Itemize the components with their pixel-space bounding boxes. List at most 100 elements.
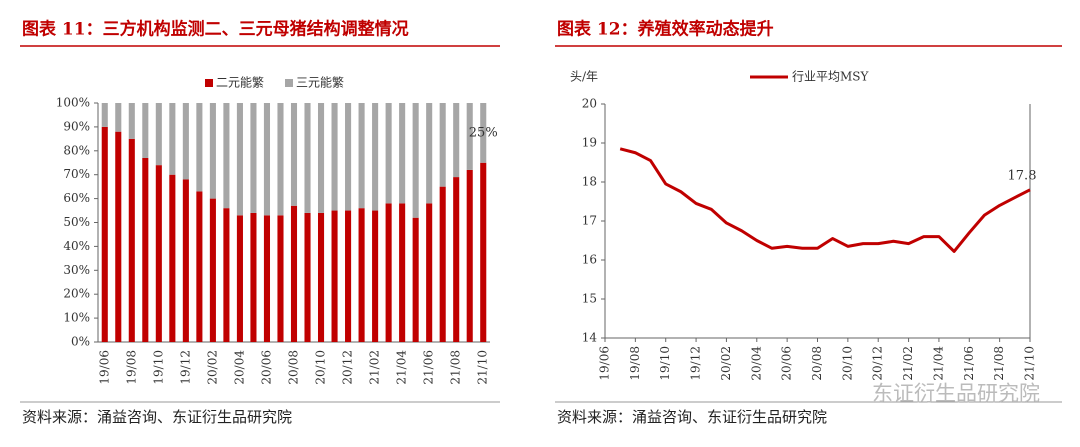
y-tick-label: 14: [582, 331, 598, 345]
y-tick-label: 10%: [63, 311, 90, 325]
x-tick-label: 20/12: [341, 350, 355, 385]
x-tick-label: 21/10: [476, 350, 490, 385]
x-tick-label: 19/12: [178, 350, 192, 385]
x-tick-label: 20/04: [749, 346, 763, 381]
y-tick-label: 18: [582, 175, 597, 189]
bar-segment: [128, 138, 135, 342]
x-tick-label: 21/02: [901, 346, 915, 381]
bar-segment: [182, 103, 189, 180]
line: [619, 147, 1031, 253]
bar-segment: [223, 208, 230, 342]
bar-segment: [426, 203, 433, 342]
y-tick-label: 20: [582, 97, 597, 111]
bar-segment: [182, 179, 189, 342]
x-tick-label: 20/10: [314, 350, 328, 385]
chart-title: 图表 11：三方机构监测二、三元母猪结构调整情况: [22, 19, 409, 40]
x-tick-label: 20/02: [719, 346, 733, 381]
bar-segment: [304, 103, 311, 213]
legend-label: 三元能繁: [296, 75, 344, 90]
x-tick-label: 21/04: [395, 350, 409, 385]
x-tick-label: 21/06: [962, 346, 976, 381]
bar-segment: [196, 103, 203, 192]
bar-segment: [101, 126, 108, 343]
bar-segment: [196, 191, 203, 342]
source: 资料来源：涌益咨询、东证衍生品研究院: [557, 408, 827, 426]
bar-segment: [372, 103, 379, 211]
bar-segment: [399, 203, 406, 342]
bar-segment: [317, 103, 325, 213]
legend-swatch: [285, 79, 293, 87]
bar-segment: [277, 215, 284, 342]
x-tick-label: 19/10: [658, 346, 672, 381]
y-tick-label: 80%: [63, 143, 90, 157]
y-tick-label: 17: [582, 214, 597, 228]
x-tick-label: 20/06: [259, 350, 273, 385]
y-tick-label: 40%: [63, 239, 90, 253]
bar-segment: [412, 217, 419, 342]
x-tick-label: 21/10: [1023, 346, 1037, 381]
bar-segment: [277, 103, 284, 216]
bar-segment: [115, 131, 122, 342]
bar-segment: [209, 198, 216, 342]
x-tick-label: 19/08: [124, 350, 138, 385]
data-label: 17.8: [1008, 168, 1037, 183]
legend-swatch: [205, 79, 213, 87]
bar-segment: [128, 103, 135, 139]
y-tick-label: 60%: [63, 191, 90, 205]
y-axis-label: 头/年: [570, 70, 598, 84]
bar-segment: [480, 162, 487, 342]
x-tick-label: 21/04: [931, 346, 945, 381]
x-tick-label: 20/08: [287, 350, 301, 385]
y-tick-label: 100%: [56, 96, 90, 110]
x-tick-label: 21/02: [368, 350, 382, 385]
x-tick-label: 19/06: [598, 346, 612, 381]
bar-segment: [466, 169, 473, 342]
y-tick-label: 15: [582, 292, 597, 306]
x-tick-label: 20/10: [840, 346, 854, 381]
bar-segment: [466, 103, 473, 170]
source: 资料来源：涌益咨询、东证衍生品研究院: [22, 408, 292, 426]
x-tick-label: 19/06: [97, 350, 111, 385]
bar-segment: [439, 103, 446, 187]
bar-segment: [358, 208, 365, 342]
bar-segment: [142, 157, 149, 342]
bar-segment: [223, 103, 230, 209]
bar-segment: [101, 103, 108, 127]
annotation: 25%: [469, 126, 498, 141]
legend-label: 行业平均MSY: [792, 70, 870, 84]
bar-segment: [399, 103, 406, 204]
bar-segment: [155, 103, 162, 166]
bar-segment: [236, 103, 243, 216]
bar-segment: [372, 210, 379, 342]
bar-segment: [115, 103, 122, 132]
y-tick-label: 70%: [63, 167, 90, 181]
bar-segment: [317, 212, 325, 342]
bar-segment: [250, 212, 257, 342]
bar-segment: [236, 215, 243, 342]
y-tick-label: 0%: [71, 335, 90, 349]
watermark: 东证衍生品研究院: [872, 382, 1040, 406]
x-tick-label: 21/06: [422, 350, 436, 385]
chart-title: 图表 12：养殖效率动态提升: [557, 19, 774, 40]
bar-segment: [480, 103, 487, 163]
x-tick-label: 20/06: [780, 346, 794, 381]
x-tick-label: 20/08: [810, 346, 824, 381]
x-tick-label: 19/12: [689, 346, 703, 381]
bar-segment: [142, 103, 149, 158]
x-tick-label: 20/04: [232, 350, 246, 385]
bar-segment: [358, 103, 365, 209]
x-tick-label: 20/02: [205, 350, 219, 385]
bar-segment: [263, 103, 271, 216]
y-tick-label: 19: [582, 136, 597, 150]
legend-label: 二元能繁: [216, 75, 264, 90]
y-tick-label: 20%: [63, 287, 90, 301]
y-tick-label: 30%: [63, 263, 90, 277]
bar-segment: [439, 186, 446, 342]
bar-segment: [426, 103, 433, 204]
bar-segment: [169, 103, 176, 175]
bar-segment: [169, 174, 176, 342]
bar-segment: [345, 210, 352, 342]
x-tick-label: 21/08: [449, 350, 463, 385]
bar-segment: [453, 177, 460, 342]
bar-segment: [155, 165, 162, 342]
